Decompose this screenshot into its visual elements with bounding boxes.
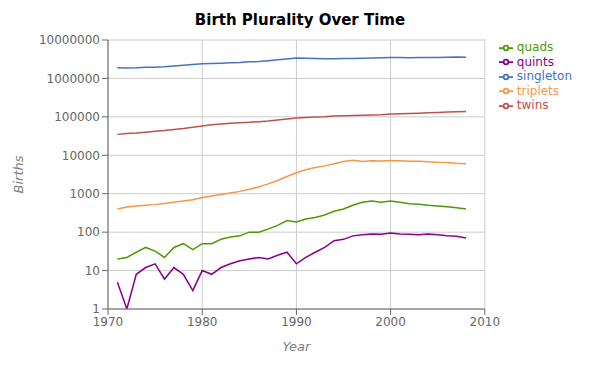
svg-text:2000: 2000 bbox=[375, 315, 406, 329]
svg-text:1990: 1990 bbox=[281, 315, 312, 329]
svg-text:1000000: 1000000 bbox=[47, 72, 100, 86]
html-text:triplets: triplets bbox=[516, 83, 560, 98]
svg-text:100000: 100000 bbox=[54, 110, 100, 124]
html-text:quints: quints bbox=[516, 54, 554, 69]
svg-text:1980: 1980 bbox=[187, 315, 218, 329]
svg-text:1: 1 bbox=[92, 302, 100, 316]
html-text:quads: quads bbox=[516, 40, 554, 54]
svg-text:100: 100 bbox=[77, 225, 100, 239]
svg-text:10000: 10000 bbox=[62, 149, 100, 163]
svg-text:10: 10 bbox=[85, 264, 100, 278]
html-text:twins: twins bbox=[516, 98, 549, 112]
html-text:singleton: singleton bbox=[516, 69, 572, 83]
svg-text:2010: 2010 bbox=[470, 315, 501, 329]
svg-text:1000: 1000 bbox=[69, 187, 100, 201]
svg-text:1970: 1970 bbox=[93, 315, 124, 329]
svg-text:10000000: 10000000 bbox=[39, 33, 100, 47]
svg-text:Year: Year bbox=[282, 339, 311, 354]
svg-text:Births: Births bbox=[11, 155, 26, 193]
html-text:Birth Plurality Over Time: Birth Plurality Over Time bbox=[194, 11, 406, 29]
